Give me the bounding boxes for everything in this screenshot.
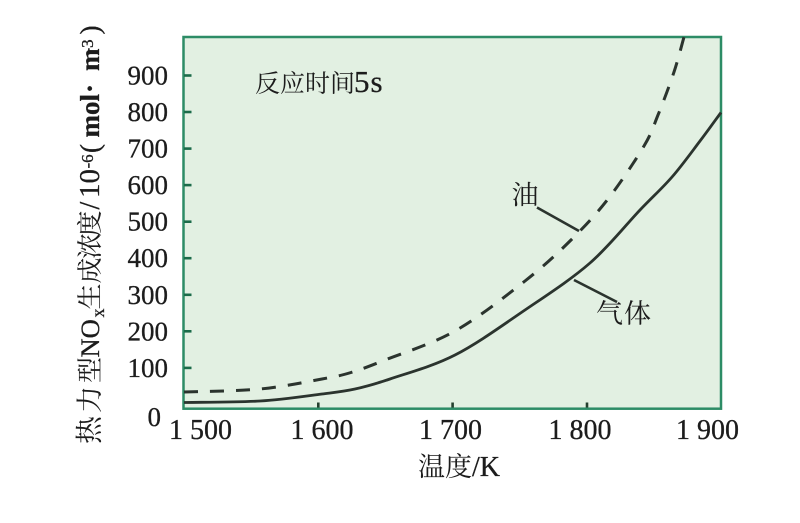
svg-text:1 500: 1 500 — [169, 415, 232, 446]
svg-text:): ) — [75, 26, 105, 35]
svg-text:10: 10 — [74, 169, 106, 198]
svg-text:-6: -6 — [78, 154, 97, 168]
svg-text:m: m — [75, 48, 105, 71]
svg-text:200: 200 — [128, 316, 169, 346]
svg-text:600: 600 — [128, 170, 169, 200]
svg-text:0: 0 — [148, 402, 162, 432]
svg-text:1 600: 1 600 — [291, 415, 354, 446]
svg-text:NO: NO — [75, 319, 105, 357]
svg-text:700: 700 — [128, 134, 169, 164]
svg-text:900: 900 — [128, 61, 169, 91]
svg-text:(: ( — [75, 144, 105, 153]
svg-text:1 900: 1 900 — [676, 415, 739, 446]
svg-text:s: s — [371, 64, 383, 99]
svg-text:x: x — [88, 309, 108, 318]
svg-text:800: 800 — [128, 97, 169, 127]
svg-text:100: 100 — [128, 353, 169, 383]
svg-text:/K: /K — [472, 452, 500, 483]
svg-text:/: / — [75, 202, 106, 210]
svg-text:·: · — [75, 84, 105, 93]
svg-text:mol: mol — [75, 94, 105, 138]
svg-text:-3: -3 — [78, 39, 97, 53]
svg-text:1 700: 1 700 — [419, 415, 482, 446]
svg-text:5: 5 — [354, 64, 370, 99]
svg-text:400: 400 — [128, 243, 169, 273]
svg-text:1 800: 1 800 — [549, 415, 612, 446]
svg-text:300: 300 — [128, 280, 169, 310]
svg-text:500: 500 — [128, 207, 169, 237]
